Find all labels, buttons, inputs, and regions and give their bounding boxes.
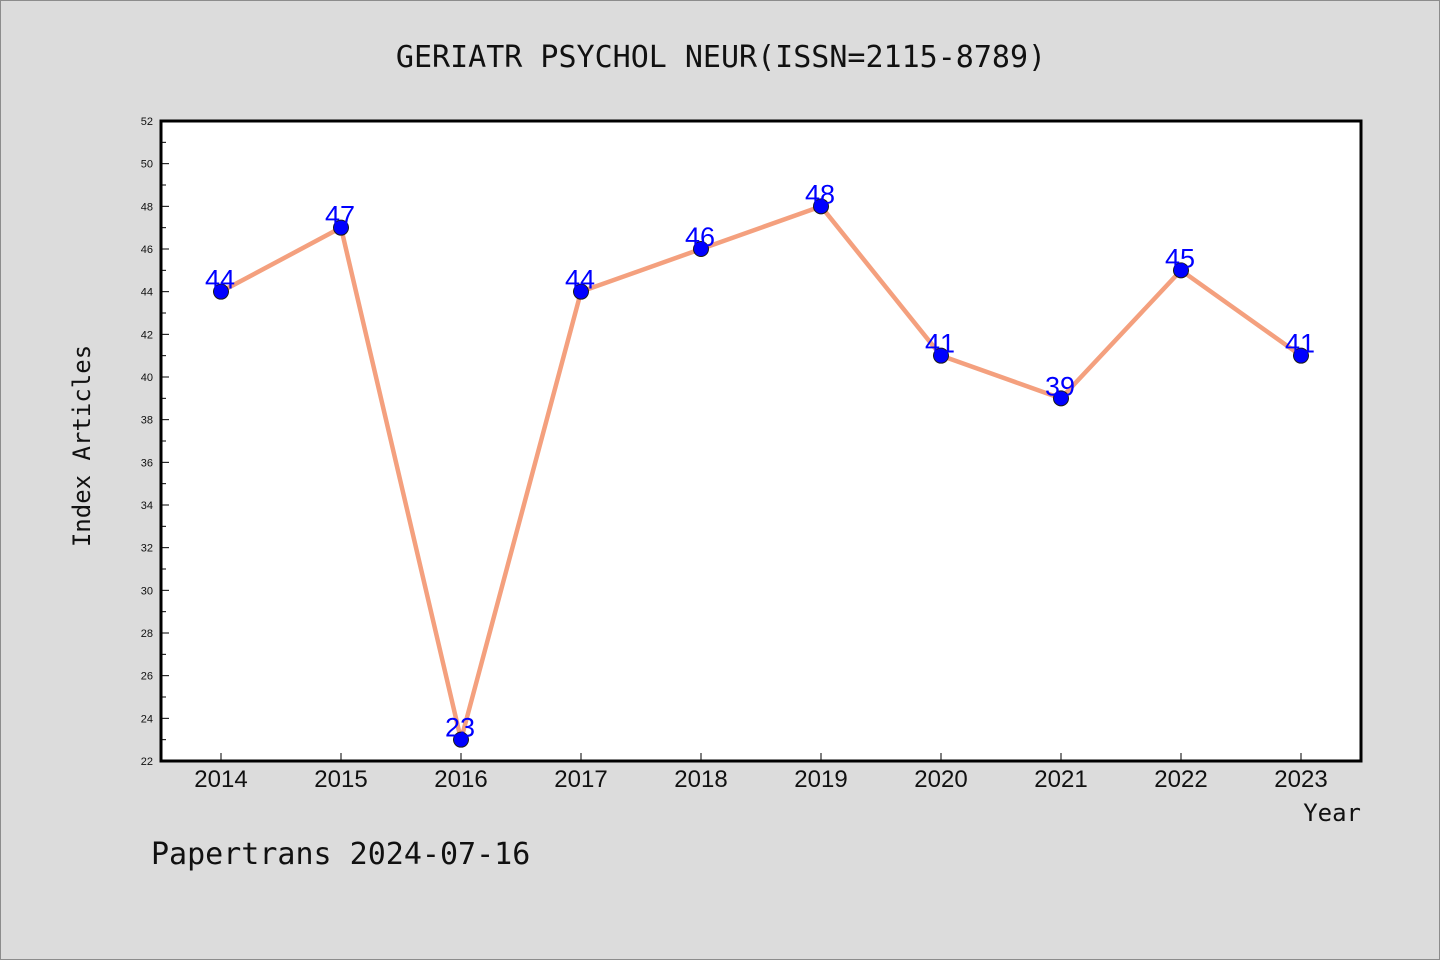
data-point-marker	[1293, 347, 1309, 364]
series-line	[218, 204, 1304, 742]
data-point-marker	[1053, 390, 1069, 407]
y-tick-label: 48	[141, 201, 153, 213]
data-point-marker	[573, 283, 589, 300]
y-tick-label: 28	[141, 628, 153, 640]
y-tick-label: 36	[141, 457, 153, 469]
data-value-label: 23	[445, 713, 475, 743]
data-labels: 44 47 23 44 46 48 41 39 45 41	[205, 179, 1315, 742]
y-tick-label: 44	[141, 287, 153, 299]
chart-title: GERIATR PSYCHOL NEUR(ISSN=2115-8789)	[396, 40, 1046, 75]
y-tick-label: 30	[141, 585, 153, 597]
data-value-label: 44	[565, 265, 595, 295]
x-tick-label: 2018	[674, 766, 727, 793]
y-tick-label: 24	[141, 713, 153, 725]
x-tick-label: 2021	[1034, 766, 1087, 793]
data-point-marker	[213, 283, 229, 300]
y-tick-label: 26	[141, 671, 153, 683]
data-point-marker	[813, 198, 829, 215]
y-tick-label: 38	[141, 415, 153, 427]
x-tick-label: 2019	[794, 766, 847, 793]
data-point-marker	[333, 219, 349, 236]
y-tick-label: 46	[141, 244, 153, 256]
y-axis-title: Index Articles	[68, 345, 96, 547]
footer-credit: Papertrans 2024-07-16	[151, 837, 530, 872]
x-tick-label: 2022	[1154, 766, 1207, 793]
x-axis-ticks: 2014 2015 2016 2017 2018 2019 2020 2021 2022 2023	[194, 753, 1328, 793]
series-line-group	[218, 204, 1304, 742]
x-tick-label: 2015	[314, 766, 367, 793]
data-point-marker	[693, 241, 709, 257]
data-point-marker	[1173, 262, 1189, 279]
data-value-label: 47	[325, 201, 355, 231]
y-tick-label: 42	[141, 329, 153, 341]
data-point-marker	[453, 731, 469, 748]
y-tick-label: 34	[141, 500, 153, 512]
y-tick-label: 22	[141, 756, 153, 768]
x-tick-label: 2020	[914, 766, 967, 793]
data-value-label: 41	[1285, 329, 1315, 359]
y-tick-label: 52	[141, 116, 153, 128]
data-value-label: 48	[805, 179, 835, 209]
data-point-marker	[933, 347, 949, 364]
data-value-label: 41	[925, 329, 955, 359]
x-tick-label: 2023	[1274, 766, 1327, 793]
data-value-label: 39	[1045, 371, 1075, 401]
y-axis-ticks: 22 24 26 28 30 32 34 36 38 40 42 44 46 48 50 52	[141, 116, 169, 768]
y-tick-label: 32	[141, 543, 153, 555]
x-tick-label: 2017	[554, 766, 607, 793]
x-tick-label: 2016	[434, 766, 487, 793]
data-value-label: 46	[685, 222, 715, 252]
data-value-label: 45	[1165, 243, 1195, 273]
series-markers	[213, 198, 1309, 748]
y-tick-label: 40	[141, 372, 153, 384]
data-value-label: 44	[205, 265, 235, 295]
y-tick-label: 50	[141, 159, 153, 171]
x-tick-label: 2014	[194, 766, 247, 793]
x-axis-title: Year	[1303, 799, 1361, 827]
